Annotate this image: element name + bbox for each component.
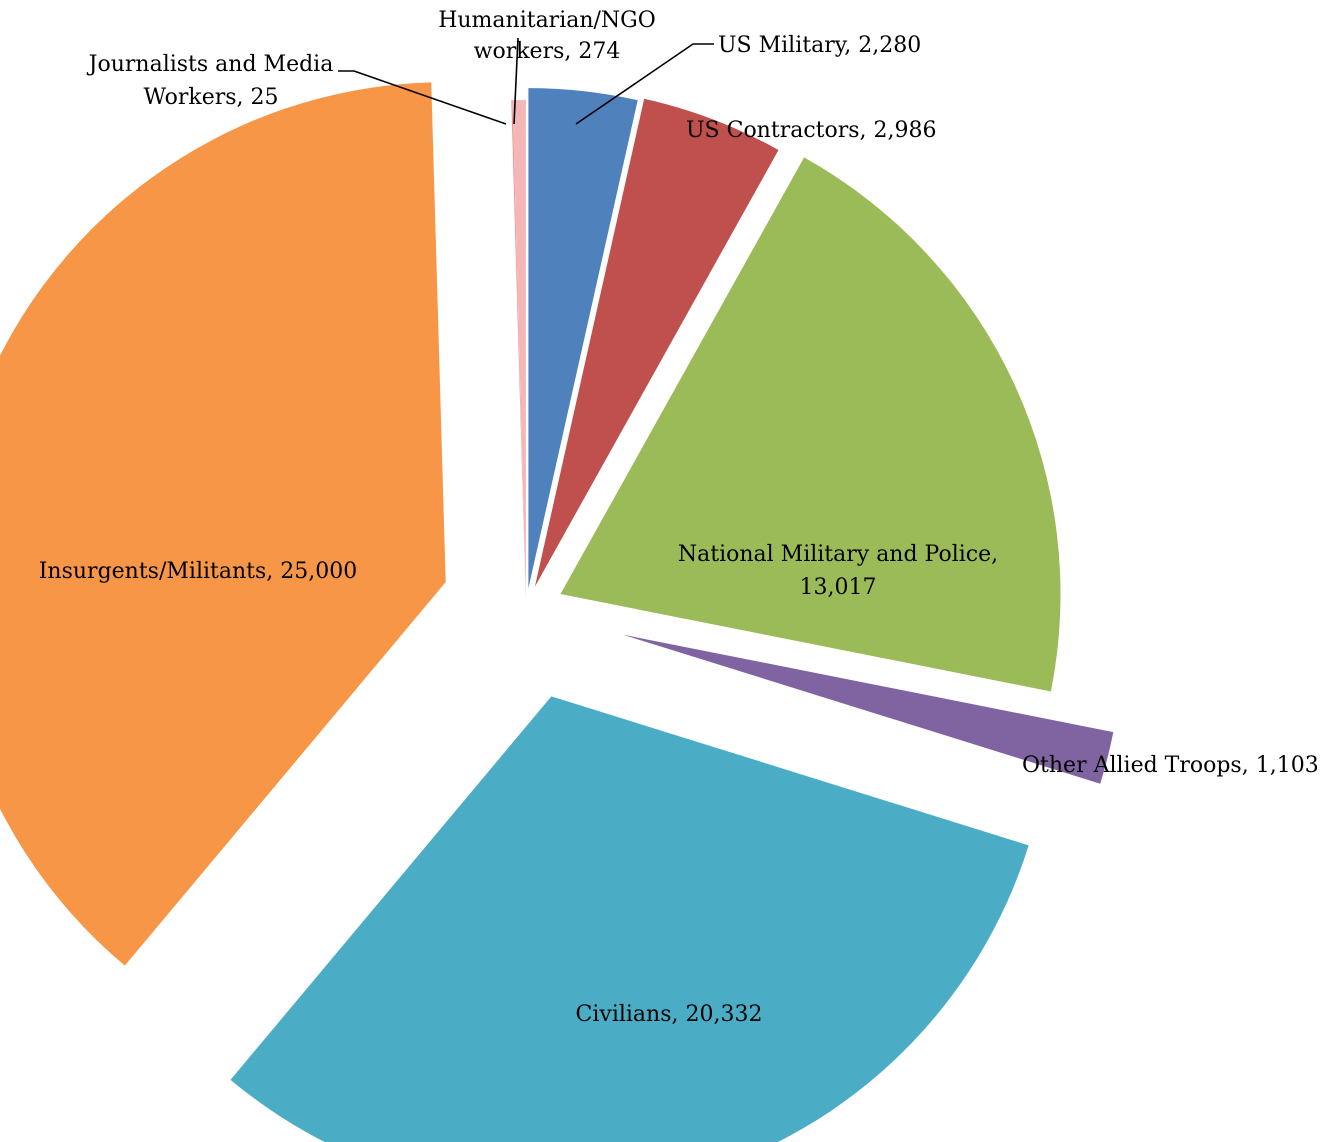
slice-national-military-and-police [560,157,1061,692]
leaders-layer [338,37,714,125]
data-label-national-military-and-police: National Military and Police, 13,017 [678,542,998,600]
data-label-civilians: Civilians, 20,332 [576,1002,763,1027]
leader-line-journalists-and-media-workers [338,70,507,125]
data-label-us-contractors: US Contractors, 2,986 [686,118,937,143]
slice-civilians [230,696,1029,1142]
data-label-humanitarian-ngo-workers: Humanitarian/NGO workers, 274 [438,8,656,64]
slice-journalists-and-media-workers [511,100,526,601]
data-label-other-allied-troops: Other Allied Troops, 1,103 [1022,753,1319,778]
leader-line-humanitarian-ngo-workers [513,37,519,125]
slice-other-allied-troops [622,634,1114,784]
slices-layer [0,82,1114,1142]
slice-us-military [528,88,638,589]
slice-humanitarian-ngo-workers [512,100,526,600]
slice-insurgents-militants [0,82,446,966]
data-label-journalists-and-media-workers: Journalists and Media Workers, 25 [87,52,334,110]
labels-layer: US Military, 2,280 US Contractors, 2,986 N… [39,8,1319,1027]
data-label-us-military: US Military, 2,280 [718,33,921,58]
slice-us-contractors [534,98,779,587]
data-label-insurgents-militants: Insurgents/Militants, 25,000 [39,559,358,584]
leader-line-us-military [575,43,714,125]
